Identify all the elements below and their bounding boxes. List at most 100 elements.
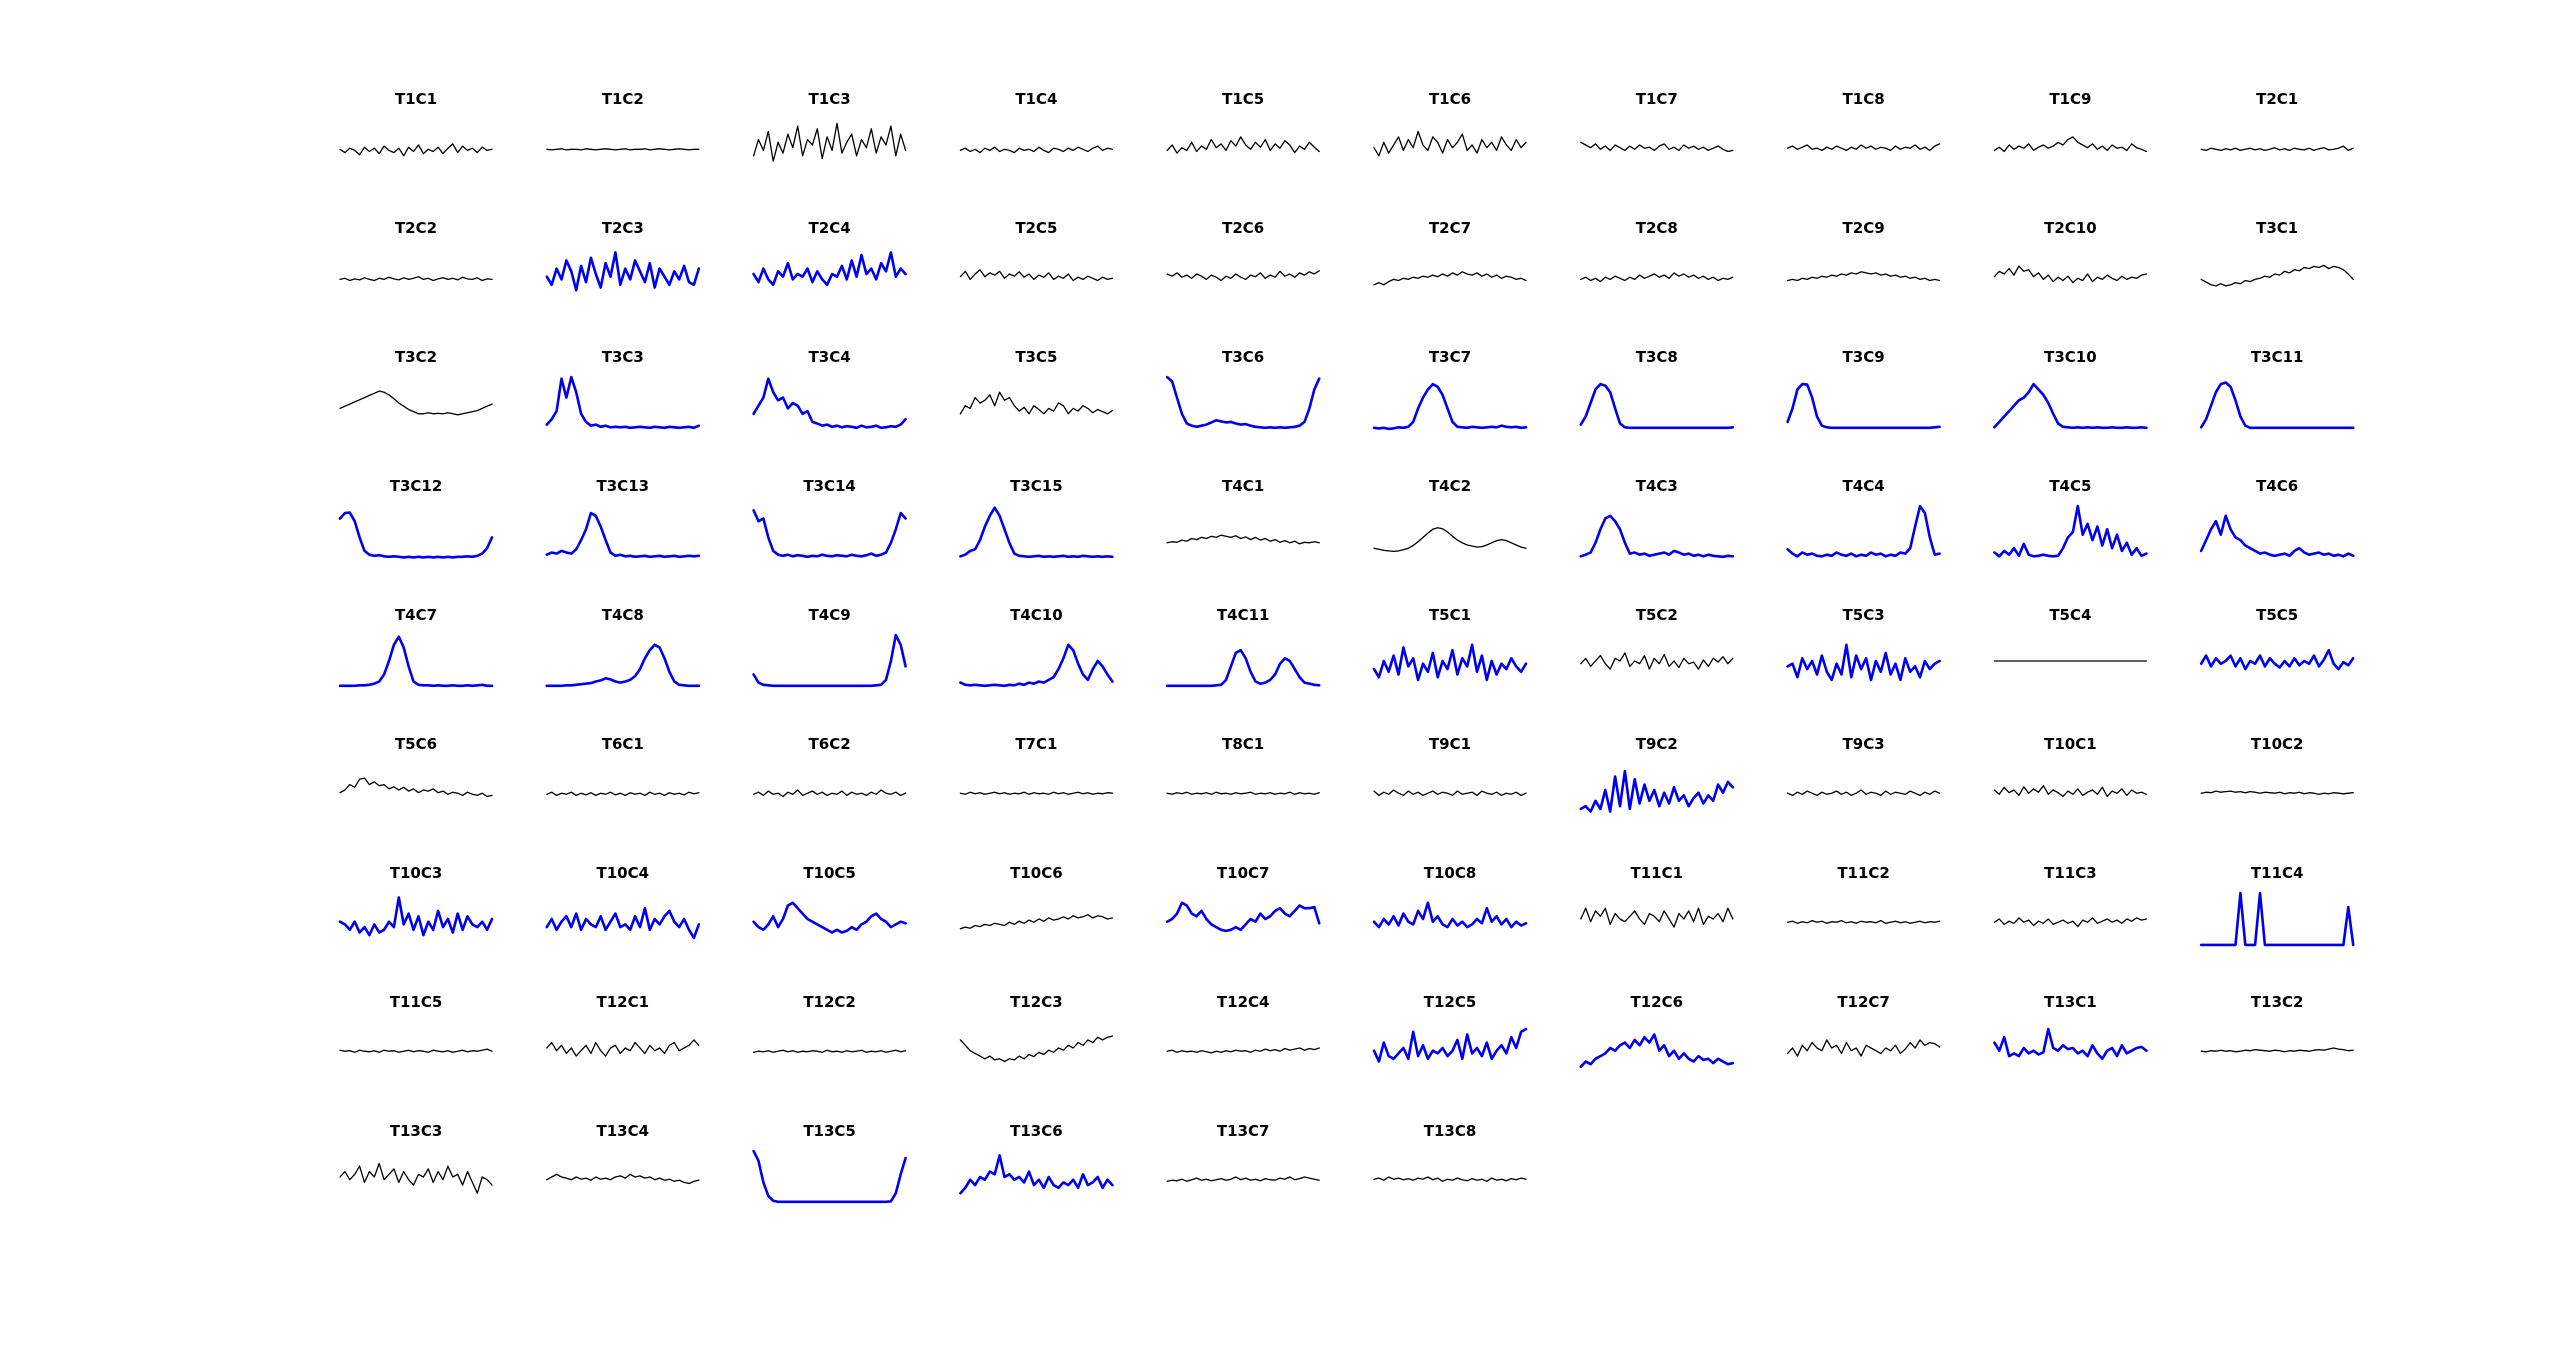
panel-title: T4C7 — [395, 606, 437, 624]
panel-title: T3C2 — [395, 348, 437, 366]
panel-title: T13C5 — [803, 1122, 856, 1140]
series-line — [339, 1162, 493, 1194]
series-line — [545, 375, 701, 430]
panel-title: T1C7 — [1636, 90, 1678, 108]
panel-title: T3C9 — [1843, 348, 1885, 366]
series-line — [546, 791, 700, 797]
panel-title: T1C8 — [1843, 90, 1885, 108]
panel-title: T13C7 — [1217, 1122, 1270, 1140]
panel-t11c5: T11C5 — [339, 993, 493, 1053]
series-line — [1166, 1047, 1320, 1054]
panel-title: T12C7 — [1837, 993, 1890, 1011]
panel-t4c5: T4C5 — [1993, 477, 2148, 558]
panel-t3c12: T3C12 — [338, 477, 494, 559]
series-line — [1993, 917, 2148, 928]
series-line — [1993, 136, 2148, 153]
panel-title: T5C2 — [1636, 606, 1678, 624]
panel-title: T12C2 — [803, 993, 856, 1011]
panel-t8c1: T8C1 — [1166, 735, 1320, 795]
panel-t3c3: T3C3 — [545, 348, 701, 430]
series-line — [2199, 648, 2355, 671]
series-line — [959, 791, 1114, 795]
panel-t4c3: T4C3 — [1579, 477, 1735, 559]
panel-t13c5: T13C5 — [752, 1122, 907, 1204]
panel-title: T2C2 — [395, 219, 437, 237]
series-line — [1166, 270, 1320, 282]
panel-t11c1: T11C1 — [1580, 864, 1734, 928]
panel-t5c4: T5C4 — [1993, 606, 2148, 662]
panel-t13c6: T13C6 — [959, 1122, 1114, 1195]
panel-t3c2: T3C2 — [339, 348, 493, 416]
panel-title: T3C3 — [602, 348, 644, 366]
panel-title: T10C5 — [803, 864, 856, 882]
panel-t10c5: T10C5 — [752, 864, 907, 934]
panel-title: T2C1 — [2256, 90, 2298, 108]
panel-t1c4: T1C4 — [959, 90, 1114, 154]
panel-title: T12C4 — [1217, 993, 1270, 1011]
panel-t4c7: T4C7 — [338, 606, 494, 688]
series-line — [338, 511, 494, 559]
series-line — [1580, 141, 1734, 153]
panel-title: T2C6 — [1222, 219, 1264, 237]
panel-title: T4C10 — [1010, 606, 1063, 624]
series-line — [1372, 382, 1528, 431]
panel-t3c7: T3C7 — [1372, 348, 1528, 431]
panel-t1c3: T1C3 — [752, 90, 907, 162]
panel-t13c8: T13C8 — [1373, 1122, 1527, 1182]
series-line — [752, 377, 907, 430]
series-line — [339, 390, 493, 416]
panel-t2c9: T2C9 — [1786, 219, 1941, 282]
panel-t12c1: T12C1 — [546, 993, 700, 1057]
panel-t9c3: T9C3 — [1786, 735, 1941, 797]
series-line — [1580, 907, 1734, 928]
panel-t1c2: T1C2 — [546, 90, 700, 151]
panel-t4c6: T4C6 — [2199, 477, 2355, 558]
panel-title: T7C1 — [1015, 735, 1057, 753]
panel-title: T12C5 — [1424, 993, 1477, 1011]
panel-t13c2: T13C2 — [2200, 993, 2354, 1053]
panel-title: T1C3 — [809, 90, 851, 108]
series-line — [545, 906, 701, 940]
panel-t3c1: T3C1 — [2200, 219, 2354, 287]
panel-title: T13C2 — [2251, 993, 2304, 1011]
series-line — [1166, 791, 1320, 795]
panel-title: T3C14 — [803, 477, 856, 495]
series-line — [752, 789, 907, 798]
series-line — [959, 1035, 1114, 1063]
series-line — [1786, 919, 1941, 924]
series-line — [1373, 527, 1527, 553]
series-line — [959, 643, 1114, 688]
panel-title: T4C3 — [1636, 477, 1678, 495]
series-line — [1166, 534, 1320, 545]
panel-title: T4C6 — [2256, 477, 2298, 495]
panel-t11c3: T11C3 — [1993, 864, 2148, 928]
panel-title: T2C3 — [602, 219, 644, 237]
series-line — [959, 269, 1114, 282]
panel-t3c13: T3C13 — [545, 477, 701, 559]
series-line — [1786, 382, 1941, 430]
panel-t3c10: T3C10 — [1993, 348, 2148, 430]
panel-t3c6: T3C6 — [1165, 348, 1321, 430]
panel-title: T11C2 — [1837, 864, 1890, 882]
panel-t3c8: T3C8 — [1579, 348, 1735, 430]
panel-title: T5C5 — [2256, 606, 2298, 624]
series-line — [1373, 789, 1527, 797]
series-line — [1993, 382, 2148, 430]
panel-t3c4: T3C4 — [752, 348, 907, 430]
series-line — [959, 1154, 1114, 1195]
panel-title: T4C9 — [809, 606, 851, 624]
panel-t5c6: T5C6 — [339, 735, 493, 798]
panel-title: T10C4 — [597, 864, 650, 882]
panel-t10c4: T10C4 — [545, 864, 701, 940]
series-line — [338, 635, 494, 688]
panel-title: T10C6 — [1010, 864, 1063, 882]
panel-title: T5C6 — [395, 735, 437, 753]
series-line — [545, 511, 701, 559]
panel-t2c3: T2C3 — [545, 219, 701, 292]
panel-title: T5C4 — [2049, 606, 2091, 624]
panel-title: T4C2 — [1429, 477, 1471, 495]
series-line — [2200, 1047, 2354, 1053]
panel-title: T3C15 — [1010, 477, 1063, 495]
series-line — [752, 509, 907, 559]
